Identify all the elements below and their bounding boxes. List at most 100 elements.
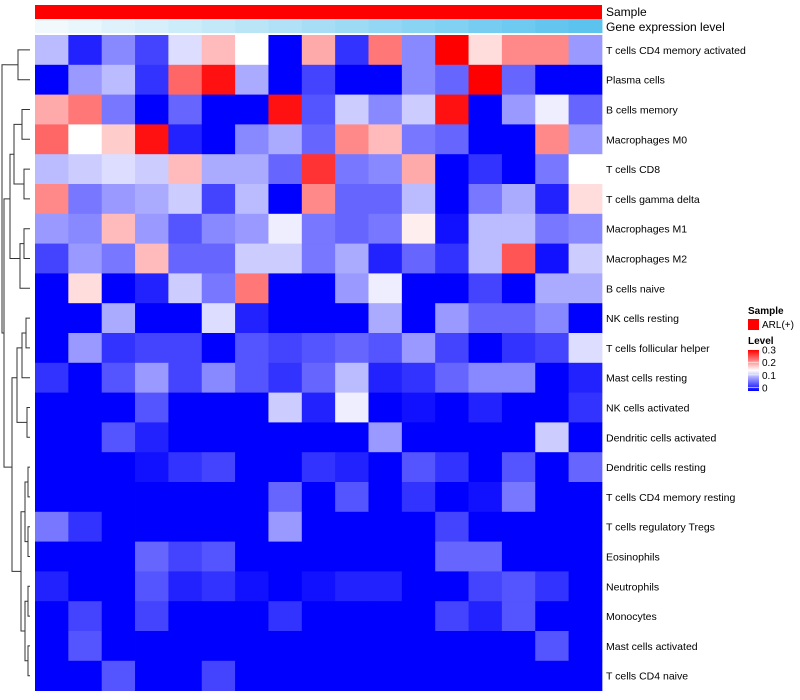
heatmap-cell: [101, 511, 136, 542]
heatmap-cell: [468, 94, 503, 125]
heatmap-cell: [401, 35, 436, 66]
heatmap-cell: [401, 511, 436, 542]
heatmap-cell: [535, 154, 569, 185]
heatmap-cell: [68, 392, 103, 423]
heatmap-cell: [535, 213, 569, 244]
heatmap-cell: [168, 571, 203, 602]
heatmap-cell: [101, 184, 136, 215]
heatmap-cell: [201, 35, 236, 66]
heatmap-cell: [201, 184, 236, 215]
heatmap-cell: [35, 601, 69, 632]
heatmap-cell: [301, 154, 336, 185]
heatmap-cell: [535, 273, 569, 304]
heatmap-cell: [501, 243, 536, 274]
heatmap-cell: [468, 660, 503, 691]
heatmap-cell: [301, 64, 336, 95]
heatmap-cell: [335, 243, 369, 274]
heatmap-cell: [35, 422, 69, 453]
heatmap-cell: [501, 94, 536, 125]
expression-annotation-cell: [568, 19, 603, 33]
heatmap-cell: [168, 303, 203, 334]
legend-level-ticks: 0.30.2 0.1 0: [748, 346, 776, 395]
heatmap-cell: [201, 631, 236, 662]
heatmap-cell: [335, 94, 369, 125]
heatmap-cell: [235, 452, 269, 483]
row-label: Monocytes: [606, 611, 657, 623]
heatmap-cell: [135, 94, 169, 125]
heatmap-cell: [535, 362, 569, 393]
heatmap-cell: [101, 154, 136, 185]
heatmap-cell: [101, 422, 136, 453]
row-label: T cells gamma delta: [606, 194, 700, 206]
heatmap-cell: [401, 243, 436, 274]
legend-level-title: Level: [748, 336, 774, 347]
heatmap-cell: [68, 154, 103, 185]
heatmap-cell: [335, 303, 369, 334]
expression-annotation-cell: [501, 19, 536, 33]
heatmap-cell: [335, 362, 369, 393]
heatmap-cell: [235, 35, 269, 66]
heatmap-cell: [535, 631, 569, 662]
heatmap-cell: [568, 571, 603, 602]
heatmap-cell: [401, 482, 436, 513]
heatmap-cell: [168, 392, 203, 423]
heatmap-cell: [335, 35, 369, 66]
dendrogram-branch: [27, 526, 30, 557]
heatmap-cell: [401, 541, 436, 572]
heatmap-cell: [468, 482, 503, 513]
expression-annotation-cell: [468, 19, 503, 33]
heatmap-cell: [501, 422, 536, 453]
heatmap-cell: [135, 362, 169, 393]
heatmap-cell: [501, 571, 536, 602]
heatmap-cell: [435, 303, 469, 334]
heatmap-cell: [535, 124, 569, 155]
heatmap-cell: [568, 124, 603, 155]
heatmap-cell: [68, 511, 103, 542]
heatmap-cell: [68, 631, 103, 662]
heatmap-cell: [68, 660, 103, 691]
heatmap-cell: [568, 452, 603, 483]
heatmap-cell: [168, 541, 203, 572]
heatmap-cell: [435, 243, 469, 274]
heatmap-cell: [435, 184, 469, 215]
heatmap-cell: [535, 303, 569, 334]
row-label: T cells follicular helper: [606, 343, 710, 355]
row-label: B cells naive: [606, 283, 665, 295]
expression-annotation-cell: [368, 19, 403, 33]
heatmap-cell: [535, 333, 569, 364]
heatmap-cell: [435, 333, 469, 364]
heatmap-cell: [468, 511, 503, 542]
heatmap-cell: [368, 94, 403, 125]
heatmap-cell: [301, 184, 336, 215]
heatmap-cell: [501, 64, 536, 95]
heatmap-cell: [101, 124, 136, 155]
heatmap-cell: [235, 243, 269, 274]
heatmap-cell: [368, 64, 403, 95]
heatmap-cell: [368, 333, 403, 364]
row-label: Dendritic cells activated: [606, 432, 716, 444]
heatmap-cell: [335, 571, 369, 602]
heatmap-cell: [401, 124, 436, 155]
heatmap-cell: [168, 660, 203, 691]
heatmap-cell: [35, 482, 69, 513]
expression-annotation-cell: [235, 19, 269, 33]
heatmap-cell: [135, 392, 169, 423]
heatmap-cell: [168, 482, 203, 513]
sample-annotation-label: Sample: [606, 5, 647, 19]
heatmap-cell: [468, 213, 503, 244]
heatmap-cell: [301, 422, 336, 453]
heatmap-cell: [168, 154, 203, 185]
heatmap-cell: [435, 124, 469, 155]
heatmap-cell: [335, 392, 369, 423]
heatmap-cell: [301, 631, 336, 662]
heatmap-cell: [501, 631, 536, 662]
heatmap-cell: [568, 511, 603, 542]
heatmap-cell: [268, 482, 303, 513]
heatmap-cell: [401, 631, 436, 662]
heatmap-cell: [568, 482, 603, 513]
heatmap-cell: [301, 362, 336, 393]
heatmap-cell: [201, 392, 236, 423]
heatmap-cell: [301, 392, 336, 423]
heatmap-cell: [568, 154, 603, 185]
heatmap-cell: [501, 303, 536, 334]
